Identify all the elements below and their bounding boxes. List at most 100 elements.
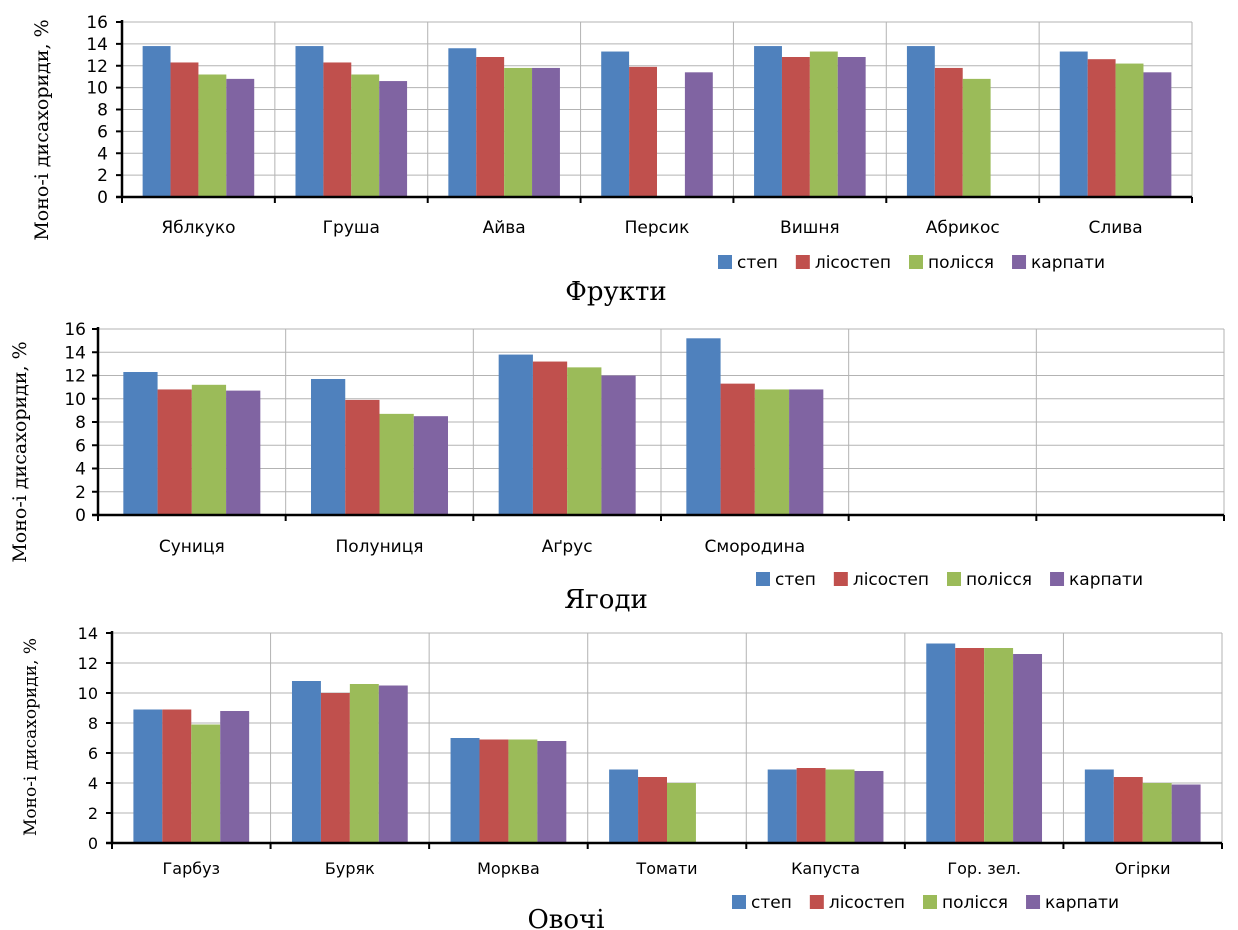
- y-tick-label: 16: [86, 13, 108, 33]
- y-tick-label: 6: [97, 122, 108, 142]
- bar: [1113, 777, 1143, 843]
- y-tick-label: 10: [78, 684, 98, 703]
- chart-title: Ягоди: [564, 585, 648, 615]
- bar: [1143, 72, 1172, 197]
- legend-label: степ: [737, 253, 778, 273]
- legend-swatch: [795, 255, 810, 269]
- bar: [796, 768, 826, 843]
- legend-label: лісостеп: [853, 570, 929, 590]
- bar: [789, 389, 824, 515]
- bar: [198, 74, 227, 197]
- y-tick-label: 0: [75, 506, 86, 526]
- bar: [170, 62, 199, 197]
- bar: [479, 739, 509, 843]
- bar: [532, 361, 568, 515]
- bar: [767, 769, 797, 843]
- y-tick-label: 14: [64, 343, 86, 363]
- bar: [379, 81, 408, 197]
- legend-swatch: [1050, 572, 1065, 586]
- bar: [226, 78, 255, 197]
- bar: [537, 741, 567, 843]
- bar: [191, 384, 227, 515]
- x-tick-label: Айва: [483, 218, 526, 238]
- bar: [1115, 63, 1144, 197]
- bar: [498, 354, 533, 515]
- bar: [854, 771, 884, 843]
- legend-swatch: [1012, 255, 1027, 269]
- y-tick-label: 0: [88, 834, 98, 853]
- x-tick-label: Гор. зел.: [947, 859, 1021, 878]
- bar: [191, 724, 221, 843]
- legend-swatch: [732, 895, 746, 909]
- bar: [1059, 51, 1088, 197]
- x-tick-label: Морква: [477, 859, 540, 878]
- y-tick-label: 6: [75, 436, 86, 456]
- x-tick-label: Груша: [323, 218, 380, 238]
- bar: [955, 648, 985, 843]
- x-tick-label: Капуста: [791, 859, 860, 878]
- y-axis-label: Моно-і дисахориди, %: [21, 638, 41, 836]
- x-tick-label: Смородина: [705, 537, 806, 557]
- y-tick-label: 10: [64, 390, 86, 410]
- bar: [162, 709, 192, 843]
- bar: [962, 78, 991, 197]
- bar: [349, 684, 379, 843]
- bar: [686, 338, 721, 515]
- bar: [345, 399, 380, 515]
- y-tick-label: 4: [75, 460, 86, 480]
- bar: [837, 57, 866, 197]
- bar: [809, 51, 838, 197]
- bar: [133, 709, 163, 843]
- y-tick-label: 2: [97, 166, 108, 186]
- legend-label: лісостеп: [815, 253, 891, 273]
- y-tick-label: 4: [88, 774, 98, 793]
- y-tick-label: 16: [64, 320, 86, 340]
- bar: [291, 681, 321, 843]
- bar: [379, 413, 414, 515]
- bar: [142, 46, 171, 197]
- legend-label: карпати: [1045, 893, 1119, 913]
- legend-label: карпати: [1069, 570, 1143, 590]
- bar: [1171, 784, 1201, 843]
- legend-label: полісся: [966, 570, 1032, 590]
- y-tick-label: 4: [97, 144, 108, 164]
- bar: [220, 711, 250, 843]
- legend-swatch: [1026, 895, 1041, 909]
- y-axis-label: Моно-і дисахориди, %: [31, 19, 53, 240]
- legend-label: степ: [751, 893, 792, 913]
- bar: [609, 769, 639, 843]
- y-tick-label: 14: [86, 35, 108, 55]
- bar: [781, 57, 810, 197]
- legend-swatch: [909, 255, 923, 269]
- bar: [754, 46, 782, 197]
- bar: [638, 777, 667, 843]
- bar: [1142, 783, 1172, 843]
- y-tick-label: 8: [75, 413, 86, 433]
- bar: [934, 67, 963, 197]
- bar: [476, 57, 505, 197]
- x-tick-label: Гарбуз: [163, 859, 221, 878]
- y-tick-label: 2: [75, 483, 86, 503]
- bar: [684, 72, 713, 197]
- bar: [1013, 654, 1043, 843]
- bar: [157, 389, 192, 515]
- bar: [311, 378, 346, 515]
- legend-label: полісся: [942, 893, 1008, 913]
- y-tick-label: 14: [78, 624, 98, 643]
- legend-swatch: [809, 895, 824, 909]
- legend-swatch: [756, 572, 770, 586]
- bar: [295, 46, 324, 197]
- y-tick-label: 0: [97, 188, 108, 208]
- x-tick-label: Абрикос: [926, 218, 1000, 238]
- bar: [1087, 59, 1116, 197]
- x-tick-label: Буряк: [325, 859, 375, 878]
- bar: [320, 693, 350, 843]
- bar: [323, 62, 352, 197]
- bar: [413, 416, 448, 515]
- y-tick-label: 10: [86, 79, 108, 99]
- legend-swatch: [833, 572, 848, 586]
- bar: [226, 390, 261, 515]
- bar: [448, 48, 477, 197]
- y-tick-label: 12: [86, 57, 108, 77]
